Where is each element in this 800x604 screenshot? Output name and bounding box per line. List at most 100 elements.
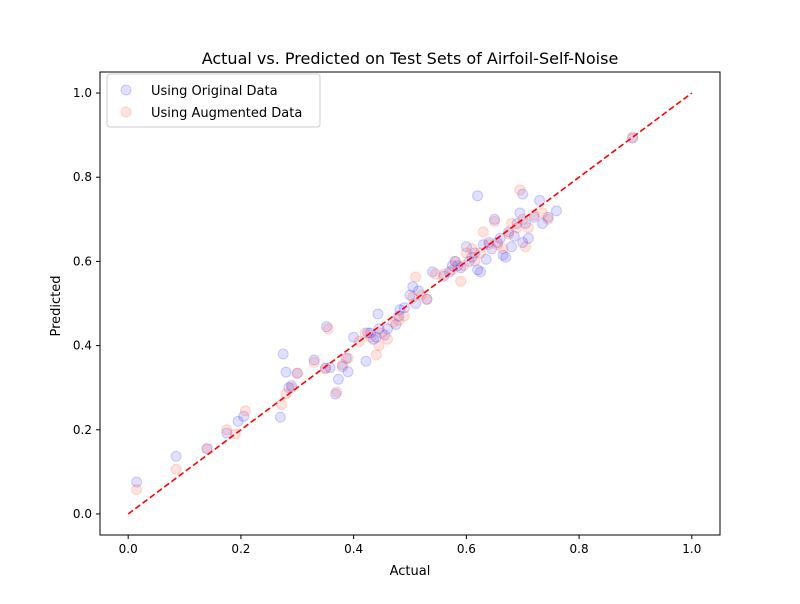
data-point	[520, 218, 531, 229]
data-point	[360, 355, 372, 367]
data-point	[522, 222, 534, 234]
data-point	[517, 237, 529, 248]
data-point	[444, 266, 455, 278]
data-point	[503, 226, 515, 238]
data-point	[239, 405, 251, 417]
data-point	[537, 207, 548, 219]
data-point	[131, 476, 143, 488]
data-point	[362, 327, 374, 339]
data-point	[291, 367, 303, 379]
data-point	[446, 260, 458, 272]
data-point	[332, 373, 344, 385]
data-point	[469, 247, 481, 259]
data-point	[508, 230, 520, 242]
data-point	[514, 207, 526, 219]
data-point	[232, 415, 244, 427]
legend: Using Original Data Using Augmented Data	[106, 73, 321, 128]
data-point	[438, 270, 450, 282]
data-point	[520, 241, 531, 253]
data-point	[336, 359, 348, 370]
data-point	[480, 253, 492, 265]
data-point	[497, 243, 509, 255]
data-point	[404, 289, 416, 301]
data-point	[390, 319, 402, 330]
data-point	[466, 243, 478, 255]
data-point	[475, 247, 486, 259]
data-point	[370, 331, 382, 343]
y-tick-label: 0.6	[73, 254, 92, 268]
y-tick-label: 0.0	[73, 507, 92, 521]
data-point	[379, 329, 391, 341]
data-point	[486, 243, 498, 255]
x-tick-label: 1.0	[682, 542, 701, 556]
data-point	[446, 264, 458, 276]
data-point	[398, 310, 410, 322]
legend-label-augmented: Using Augmented Data	[151, 106, 302, 121]
plot-marks	[127, 92, 693, 515]
data-point	[421, 293, 433, 305]
data-point	[410, 271, 422, 283]
data-point	[477, 226, 489, 238]
data-point	[469, 255, 481, 267]
data-point	[534, 194, 546, 206]
data-point	[238, 410, 250, 422]
data-point	[331, 386, 343, 398]
legend-box	[106, 73, 321, 128]
data-point	[503, 228, 515, 240]
data-point	[413, 285, 424, 297]
data-point	[322, 323, 334, 335]
data-point	[551, 205, 562, 217]
series-original	[131, 132, 639, 488]
data-point	[460, 247, 472, 259]
data-point	[308, 354, 320, 366]
data-point	[340, 352, 352, 364]
x-tick-label: 0.4	[344, 542, 363, 556]
legend-marker-augmented	[120, 106, 132, 118]
data-point	[336, 361, 348, 373]
data-point	[483, 237, 495, 248]
data-point	[472, 190, 484, 202]
data-point	[221, 424, 233, 436]
data-point	[342, 352, 354, 364]
data-point	[506, 241, 517, 253]
data-point	[455, 275, 467, 287]
x-tick-label: 0.2	[231, 542, 250, 556]
data-point	[542, 213, 554, 225]
data-point	[348, 331, 360, 343]
data-point	[373, 323, 385, 335]
data-point	[463, 255, 475, 267]
data-point	[280, 366, 292, 378]
data-point	[537, 218, 548, 229]
data-point	[372, 308, 384, 320]
data-point	[387, 316, 399, 328]
data-point	[475, 266, 486, 278]
legend-marker-original	[120, 84, 132, 96]
data-point	[277, 348, 289, 360]
data-point	[449, 255, 461, 267]
y-tick-label: 0.2	[73, 423, 92, 437]
data-point	[542, 211, 554, 223]
data-point	[429, 268, 441, 280]
data-point	[382, 333, 393, 345]
x-axis-label: Actual	[390, 564, 431, 579]
data-point	[342, 366, 354, 378]
reference-line	[127, 92, 693, 515]
x-tick-label: 0.8	[570, 542, 589, 556]
x-tick-label: 0.0	[119, 542, 138, 556]
data-point	[170, 463, 182, 475]
data-point	[522, 232, 534, 244]
data-point	[370, 349, 382, 361]
legend-label-original: Using Original Data	[151, 84, 278, 99]
data-point	[131, 484, 143, 495]
data-point	[308, 356, 320, 368]
data-point	[472, 264, 484, 276]
data-point	[276, 399, 287, 410]
chart-title: Actual vs. Predicted on Test Sets of Air…	[202, 49, 619, 68]
data-point	[280, 388, 292, 400]
axis-ticks: 0.0 0.2 0.4 0.6 0.8 1.0 0.0 0.2 0.4 0.6 0.8 1.0	[73, 86, 701, 556]
data-point	[367, 333, 379, 345]
data-point	[421, 293, 433, 305]
data-point	[528, 211, 540, 223]
x-tick-label: 0.6	[457, 542, 476, 556]
